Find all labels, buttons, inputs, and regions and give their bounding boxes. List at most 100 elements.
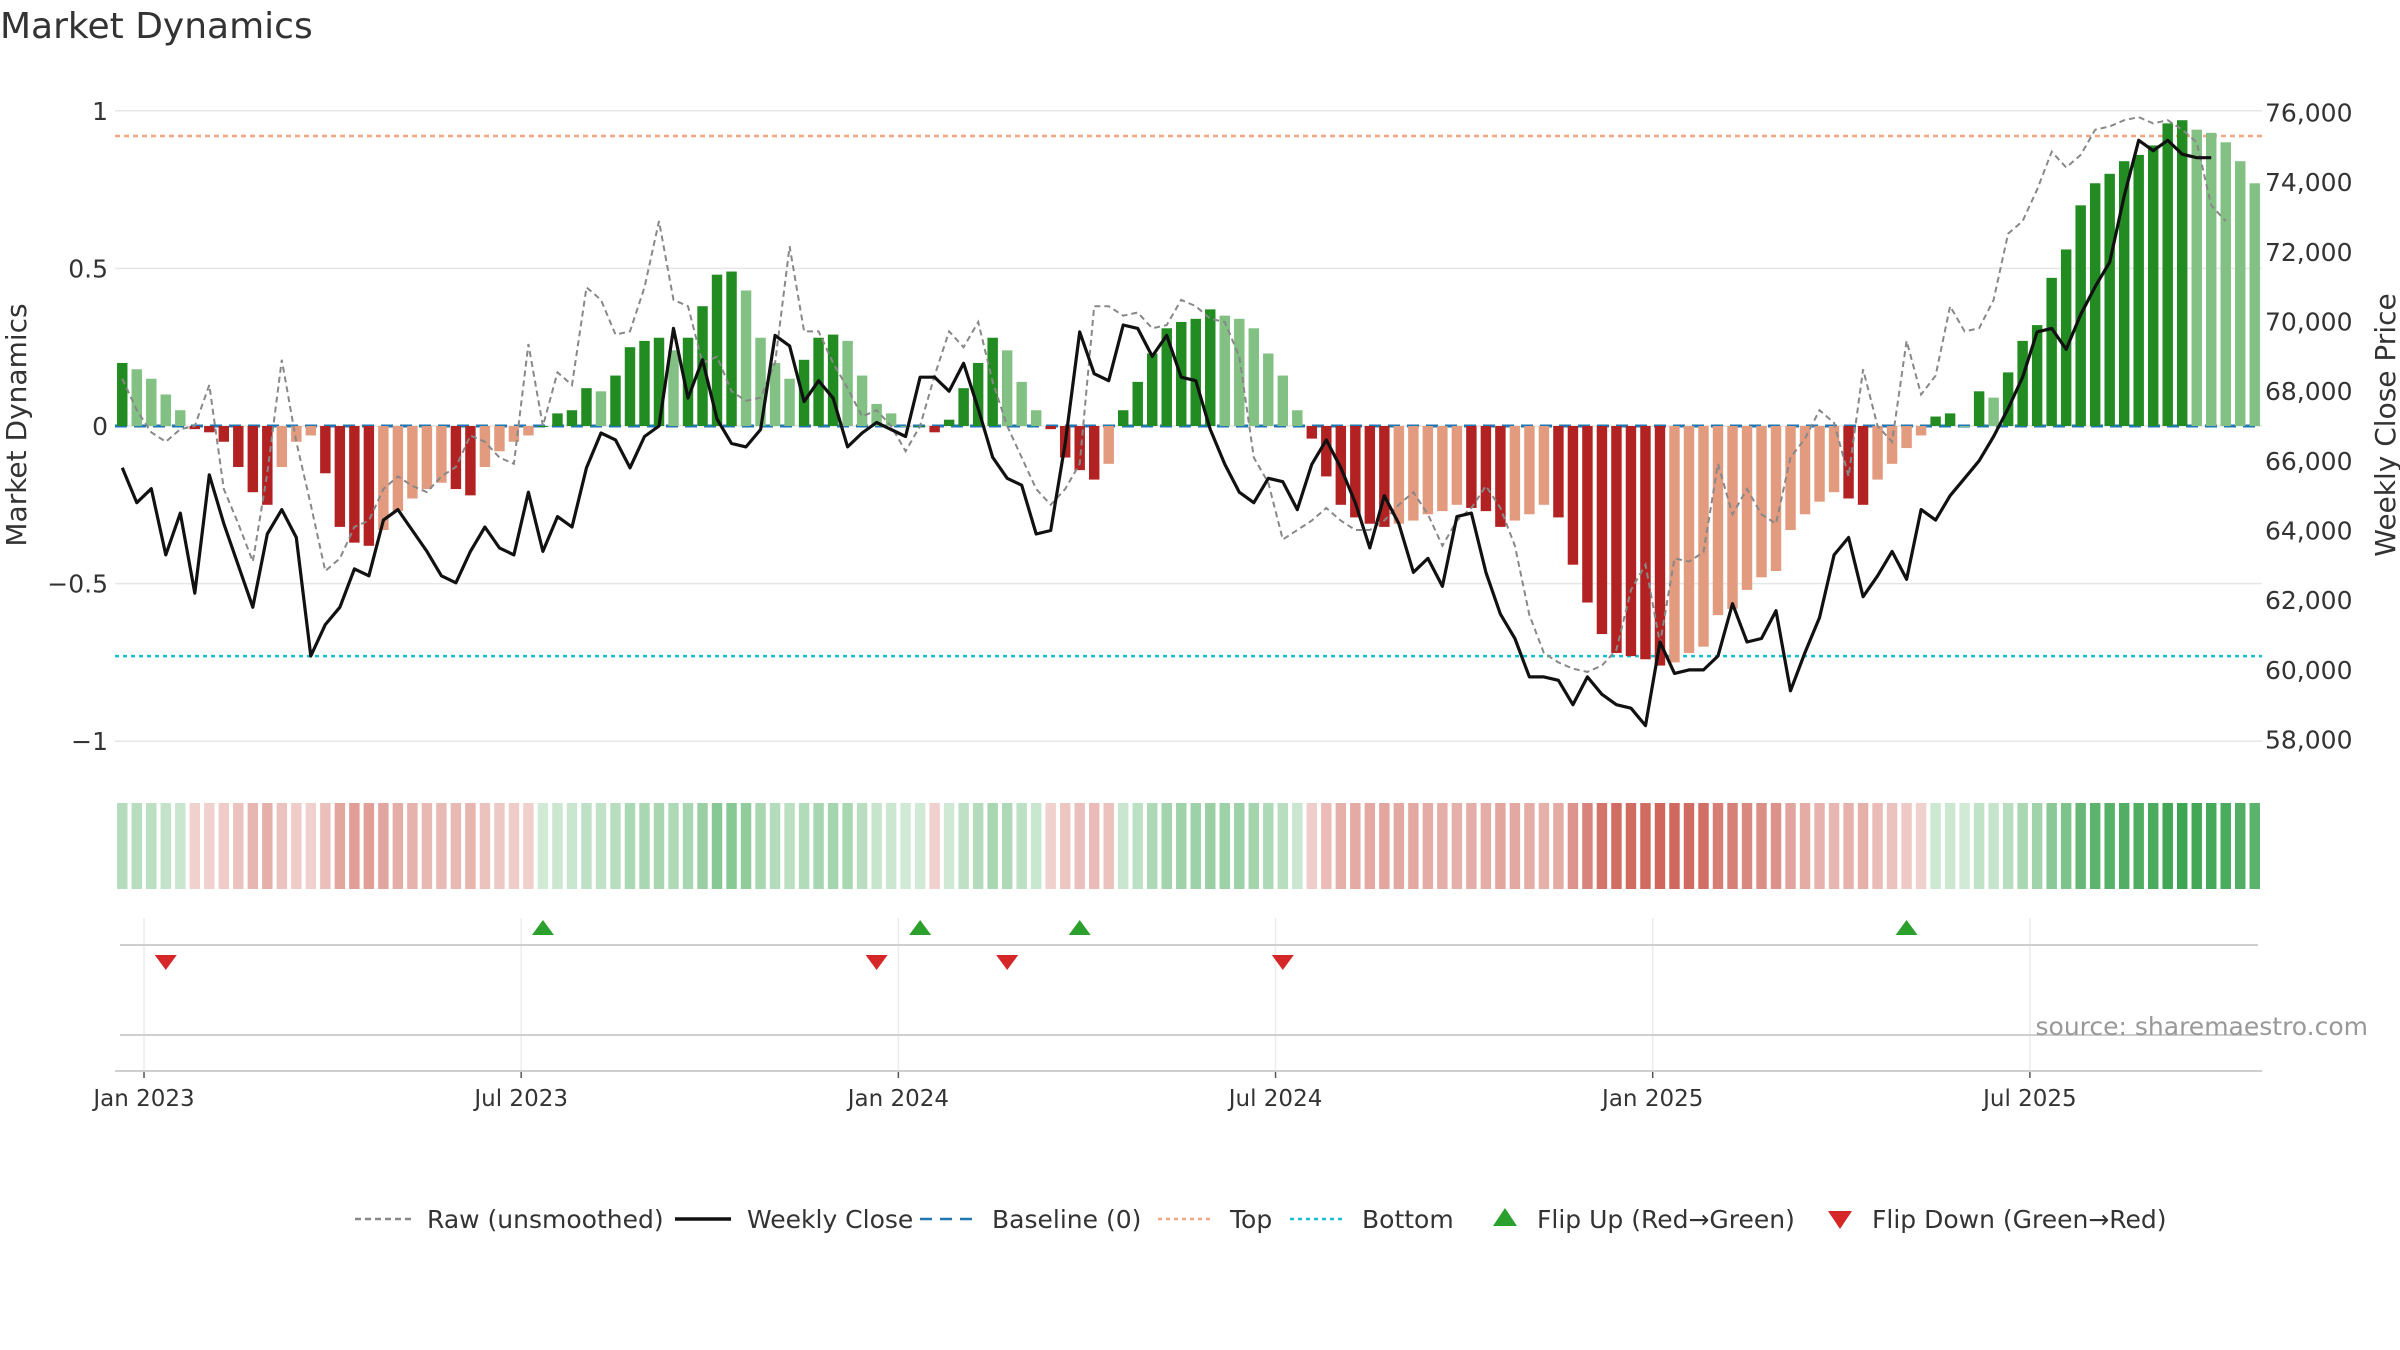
regime-strip-cell (1770, 803, 1782, 889)
dynamics-bar (1001, 350, 1013, 426)
dynamics-bar (1219, 315, 1230, 426)
dynamics-bar (1306, 426, 1318, 439)
regime-strip-cell (1872, 803, 1883, 889)
regime-strip-cell (1930, 803, 1941, 889)
dynamics-bar (1016, 381, 1027, 426)
regime-strip-cell (363, 803, 375, 889)
dynamics-bar (1277, 375, 1289, 426)
regime-strip-cell (1654, 803, 1666, 889)
dynamics-bar (146, 378, 157, 426)
legend-item: Baseline (0) (920, 1205, 1141, 1234)
dynamics-bar (363, 426, 375, 546)
regime-strip-cell (320, 803, 331, 889)
regime-strip-cell (943, 803, 955, 889)
regime-strip-cell (2017, 803, 2028, 889)
dynamics-bar (523, 426, 534, 436)
dynamics-bar (1364, 426, 1376, 524)
regime-strip-cell (2002, 803, 2014, 889)
regime-strip-cell (1379, 803, 1390, 889)
dynamics-bar (1161, 328, 1172, 426)
dynamics-bar (1959, 426, 1970, 427)
dynamics-bar (1828, 426, 1840, 493)
regime-strip-cell (784, 803, 795, 889)
dynamics-bar (1103, 426, 1114, 464)
regime-strip-cell (1321, 803, 1332, 889)
regime-strip-cell (508, 803, 520, 889)
dynamics-bar (233, 426, 244, 467)
dynamics-bar (581, 388, 592, 426)
regime-strip-cell (1944, 803, 1956, 889)
legend-label: Flip Down (Green→Red) (1872, 1205, 2167, 1234)
dynamics-bar (247, 426, 259, 493)
regime-strip-cell (2206, 803, 2217, 889)
dynamics-bar (610, 375, 621, 426)
weekly-close-line (120, 138, 2212, 728)
regime-strip-cell (1103, 803, 1114, 889)
legend: Raw (unsmoothed) Weekly Close Baseline (0)… (355, 1205, 2167, 1234)
dynamics-bar (552, 413, 563, 426)
regime-strip-cell (1161, 803, 1172, 889)
regime-strip-cell (595, 803, 607, 889)
regime-strip-cell (305, 803, 317, 889)
dynamics-bar (1466, 426, 1477, 508)
dynamics-bar (1321, 426, 1332, 477)
dynamics-bar (1234, 318, 1245, 426)
regime-strip-cell (1669, 803, 1680, 889)
x-tick-label: Jan 2023 (91, 1086, 194, 1112)
dynamics-bar (436, 426, 447, 483)
regime-strip-cell (1263, 803, 1274, 889)
regime-strip-cell (262, 803, 273, 889)
regime-strip-cell (856, 803, 868, 889)
regime-strip-cell (233, 803, 244, 889)
regime-strip-cell (2046, 803, 2057, 889)
dynamics-bar (1930, 416, 1941, 426)
dynamics-bar (1292, 410, 1303, 426)
legend-swatch-flip-down (1828, 1211, 1852, 1229)
y-tick-left: 1 (92, 97, 108, 126)
regime-strip-cell (2060, 803, 2072, 889)
regime-strip-cell (1538, 803, 1550, 889)
regime-strip-cell (1408, 803, 1419, 889)
dynamics-bar (943, 419, 955, 426)
dynamics-bar (1712, 426, 1724, 616)
dynamics-bar (624, 347, 636, 426)
x-tick-label: Jan 2024 (846, 1086, 949, 1112)
dynamics-bar (1799, 426, 1811, 515)
regime-strip-cell (842, 803, 853, 889)
regime-strip-cell (2176, 803, 2188, 889)
legend-swatch-flip-up (1493, 1208, 1517, 1226)
y-tick-right: 72,000 (2265, 238, 2352, 267)
y-tick-right: 76,000 (2265, 98, 2352, 127)
dynamics-bar (1495, 426, 1506, 527)
dynamics-bar (204, 426, 215, 433)
regime-strip-cell (1393, 803, 1405, 889)
regime-strip-cell (1756, 803, 1767, 889)
dynamics-bar (2162, 123, 2173, 426)
dynamics-bar (1248, 328, 1260, 426)
dynamics-bar (2017, 340, 2028, 426)
regime-strip-cell (1451, 803, 1463, 889)
dynamics-bar (2220, 142, 2231, 427)
regime-strip-cell (392, 803, 404, 889)
regime-strip-cell (1059, 803, 1071, 889)
dynamics-bar (1814, 426, 1825, 502)
regime-strip-cell (668, 803, 679, 889)
dynamics-bar (711, 274, 723, 426)
raw-unsmoothed-line (121, 116, 2227, 673)
dynamics-bar (1611, 426, 1622, 653)
flip-down-marker (865, 955, 888, 970)
flip-up-marker (1895, 920, 1918, 935)
flip-markers-panel (120, 920, 2258, 1036)
dynamics-bar (2191, 129, 2202, 426)
dynamics-bar (378, 426, 389, 531)
dynamics-bar (407, 426, 418, 499)
dynamics-bar (2147, 145, 2159, 426)
dynamics-bar (1886, 426, 1898, 464)
dynamics-bar (1437, 426, 1448, 512)
grid-lines (115, 110, 2262, 1070)
legend-item: Flip Up (Red→Green) (1493, 1205, 1795, 1234)
dynamics-bar (131, 369, 142, 426)
regime-strip-cell (2191, 803, 2202, 889)
legend-item: Weekly Close (675, 1205, 913, 1234)
dynamics-bar (175, 410, 186, 426)
